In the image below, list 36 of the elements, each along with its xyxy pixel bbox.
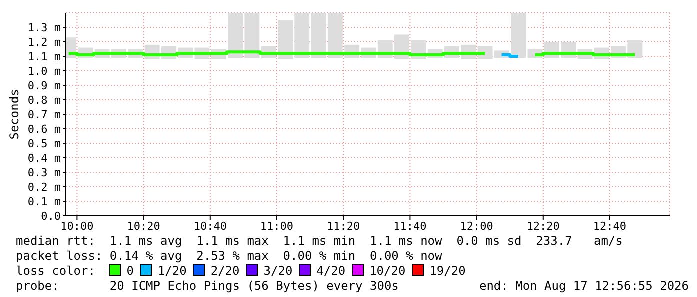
y-tick-label: 1.2 m	[28, 36, 62, 49]
legend-label: 4/20	[316, 264, 346, 278]
x-tick-label: 10:00	[60, 220, 94, 233]
legend-label: 0	[126, 264, 134, 278]
x-tick-label: 10:40	[194, 220, 227, 233]
text: packet loss: 0.14 % avg 2.53 % max 0.00 % min 0.00 % now	[16, 249, 444, 264]
y-tick-label: 0.9 m	[28, 79, 62, 92]
y-tick-label: 0.8 m	[28, 94, 62, 107]
legend-label: 1/20	[156, 264, 187, 278]
legend-label: 2/20	[210, 264, 240, 278]
y-tick-label: 0.0	[41, 210, 61, 223]
legend-label: 19/20	[428, 264, 466, 278]
y-tick-label: 0.5 m	[28, 137, 62, 150]
text: median rtt: 1.1 ms avg 1.1 ms max 1.1 ms min 1.1 ms now 0.0 ms sd 233.7 am/s	[16, 234, 624, 249]
text: probe: 20 ICMP Echo Pings (56 Bytes) every 300s	[16, 279, 399, 294]
x-tick-label: 12:20	[526, 220, 560, 233]
y-tick-label: 0.4 m	[28, 152, 62, 165]
x-tick-label: 10:20	[127, 220, 160, 233]
y-tick-label: 1.1 m	[28, 50, 62, 64]
y-axis-title: Seconds	[7, 89, 22, 140]
x-tick-label: 12:00	[460, 220, 494, 233]
legend-title: loss color:	[16, 264, 96, 278]
y-tick-label: 0.3 m	[28, 166, 62, 180]
legend-label: 10/20	[368, 264, 406, 278]
legend-label: 3/20	[262, 264, 293, 278]
y-tick-label: 1.0 m	[28, 64, 62, 78]
x-tick-label: 12:40	[593, 220, 627, 233]
y-tick-label: 0.2 m	[28, 180, 62, 194]
text: end: Mon Aug 17 12:56:55 2026	[479, 279, 689, 294]
x-tick-label: 11:20	[327, 220, 360, 233]
y-tick-label: 0.7 m	[28, 108, 62, 122]
x-tick-label: 11:00	[260, 220, 294, 233]
y-tick-label: 1.3 m	[28, 21, 62, 34]
y-tick-label: 0.1 m	[28, 195, 62, 208]
x-tick-label: 11:40	[394, 220, 427, 233]
y-tick-label: 0.6 m	[28, 122, 62, 136]
